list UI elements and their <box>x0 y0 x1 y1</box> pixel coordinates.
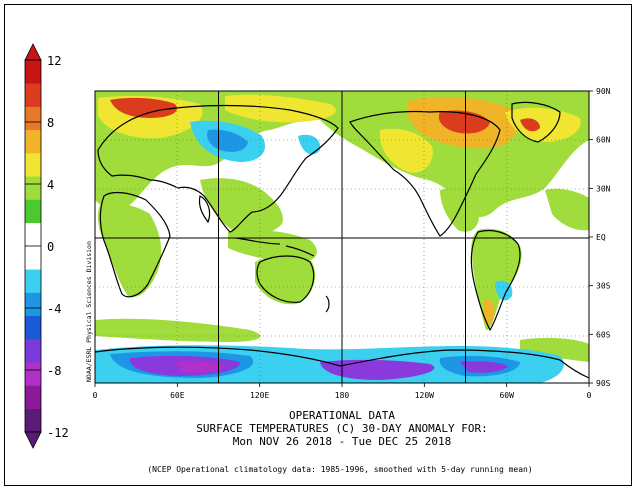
colorbar-segment <box>25 60 41 84</box>
colorbar-tick-label: 12 <box>47 54 61 68</box>
colorbar-tick-label: -8 <box>47 364 61 378</box>
field-south-ocean-b <box>520 337 589 362</box>
field-antarctic-violet-a <box>175 361 225 373</box>
colorbar-segment <box>25 269 41 293</box>
lat-label: 30S <box>596 282 611 291</box>
colorbar-segment <box>25 83 41 107</box>
field-pacific-cyan <box>298 134 321 155</box>
field-greenland-yellow <box>505 107 581 142</box>
lat-label: 60S <box>596 330 611 339</box>
lat-label: EQ <box>596 233 606 242</box>
coast-new-zealand <box>325 295 330 313</box>
caption-note: (NCEP Operational climatology data: 1985… <box>147 465 533 474</box>
colorbar-segment <box>25 176 41 200</box>
field-asia-tropics <box>200 178 283 237</box>
coast-antarctica <box>95 346 589 379</box>
colorbar-segment <box>25 315 41 340</box>
colorbar-segment <box>25 408 41 433</box>
map-panel: 90N 60N 30N EQ 30S 60S 90S 0 60E 120E 180 120W 60W 0 <box>93 87 611 400</box>
map-gridlines <box>95 91 589 383</box>
colorbar-top-arrow <box>24 43 42 61</box>
coast-south-america <box>470 229 521 332</box>
colorbar-tick-label: 4 <box>47 178 54 192</box>
coast-africa <box>99 191 171 298</box>
field-antarctic-purple-c <box>460 361 508 373</box>
field-argentina-cyan <box>495 280 513 301</box>
colorbar-segment <box>25 106 41 131</box>
field-atlantic <box>545 188 589 231</box>
colorbar-segment <box>25 129 41 154</box>
colorbar-ticks: 12 8 4 0 -4 -8 -12 <box>25 54 69 440</box>
coast-australia <box>256 255 315 303</box>
field-central-asia-blue <box>207 129 248 152</box>
colorbar-segment <box>25 246 41 270</box>
coast-north-america <box>349 110 501 237</box>
field-australia <box>255 254 316 305</box>
field-greenland-red <box>520 118 540 132</box>
colorbar-segment <box>25 385 41 410</box>
lon-label: 0 <box>93 391 98 400</box>
colorbar-segment <box>25 292 41 317</box>
colorbar: 12 8 4 0 -4 -8 -12 <box>24 43 69 449</box>
lon-label: 120E <box>250 391 269 400</box>
lon-label: 0 <box>587 391 592 400</box>
lon-label: 60W <box>499 391 514 400</box>
field-south-america <box>471 228 522 330</box>
lon-label: 60E <box>170 391 185 400</box>
map-dotted-gridlines <box>95 91 589 383</box>
coast-indonesia <box>235 237 315 257</box>
credit-text: NOAA/ESRL Physical Sciences Division <box>85 241 93 382</box>
longitude-labels: 0 60E 120E 180 120W 60W 0 <box>93 383 592 400</box>
colorbar-segment <box>25 362 41 386</box>
lat-label: 60N <box>596 136 611 145</box>
colorbar-bottom-arrow <box>24 431 42 449</box>
lat-label: 30N <box>596 184 611 193</box>
colorbar-tick-label: 0 <box>47 240 54 254</box>
colorbar-tick-label: -12 <box>47 426 69 440</box>
caption-line-2: SURFACE TEMPERATURES (C) 30-DAY ANOMALY … <box>196 422 488 435</box>
colorbar-segments <box>25 60 41 433</box>
field-europe-red <box>110 97 178 118</box>
lon-label: 120W <box>415 391 434 400</box>
colorbar-tick-label: -4 <box>47 302 61 316</box>
coast-greenland <box>511 101 561 143</box>
lon-label: 180 <box>335 391 350 400</box>
colorbar-tick-label: 8 <box>47 116 54 130</box>
figure-frame <box>4 4 632 486</box>
caption-line-3: Mon NOV 26 2018 - Tue DEC 25 2018 <box>232 435 452 448</box>
coastlines <box>95 101 589 379</box>
latitude-labels: 90N 60N 30N EQ 30S 60S 90S <box>589 87 611 388</box>
colorbar-segment <box>25 339 41 363</box>
colorbar-segment <box>25 153 41 177</box>
colorbar-segment <box>25 222 41 247</box>
lat-label: 90N <box>596 87 611 96</box>
field-africa <box>97 203 162 297</box>
field-south-america-orange <box>484 298 495 325</box>
coast-india <box>198 195 211 224</box>
caption-line-1: OPERATIONAL DATA <box>289 409 395 422</box>
lat-label: 90S <box>596 379 611 388</box>
coast-eurasia <box>97 104 339 233</box>
colorbar-segment <box>25 199 41 224</box>
